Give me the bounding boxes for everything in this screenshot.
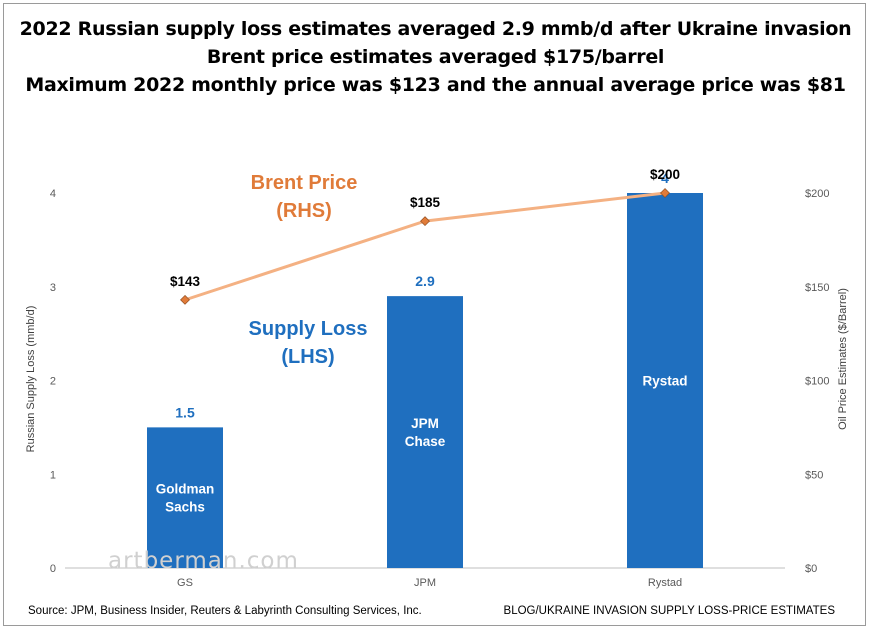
y-tick-label: 4: [50, 188, 56, 200]
x-tick-label: Rystad: [648, 577, 682, 589]
y2-axis-title: Oil Price Estimates ($/Barrel): [837, 288, 849, 430]
source-note: Source: JPM, Business Insider, Reuters &…: [28, 605, 422, 617]
price-value-label: $143: [170, 274, 201, 289]
y-tick-label: 0: [50, 563, 56, 575]
supply-annotation-line-2: (LHS): [281, 346, 334, 368]
x-tick-label: JPM: [414, 577, 436, 589]
bar-value-label: 4: [661, 170, 669, 186]
x-tick-label: GS: [177, 577, 193, 589]
price-value-label: $200: [650, 167, 680, 182]
y2-tick-label: $50: [805, 469, 823, 481]
bar-inner-label: Rystad: [642, 374, 687, 389]
price-marker: [420, 216, 430, 227]
y2-tick-label: $100: [805, 376, 829, 388]
chart-frame: [3, 3, 866, 626]
bar-value-label: 2.9: [415, 273, 435, 289]
y-axis-title: Russian Supply Loss (mmb/d): [25, 306, 37, 453]
supply-annotation-line-1: Supply Loss: [249, 318, 368, 340]
chart-title-line-2: Brent price estimates averaged $175/barr…: [206, 46, 665, 68]
bar-inner-label: Sachs: [165, 500, 205, 515]
y-tick-label: 1: [50, 469, 56, 481]
bar: [147, 427, 223, 568]
price-marker: [180, 294, 190, 305]
bar-inner-label: JPM: [411, 416, 439, 431]
price-annotation-line-2: (RHS): [276, 200, 332, 222]
y2-tick-label: $0: [805, 563, 817, 575]
y-tick-label: 2: [50, 376, 56, 388]
y2-tick-label: $150: [805, 282, 829, 294]
bar: [387, 296, 463, 568]
y-tick-label: 3: [50, 282, 56, 294]
bar-value-label: 1.5: [175, 404, 195, 420]
blog-note: BLOG/UKRAINE INVASION SUPPLY LOSS-PRICE …: [503, 605, 835, 617]
bar: [627, 193, 703, 568]
watermark: artberman.com: [108, 548, 299, 574]
chart-title-line-3: Maximum 2022 monthly price was $123 and …: [25, 74, 846, 96]
bar-inner-label: Goldman: [156, 482, 215, 497]
price-marker: [660, 188, 670, 198]
price-value-label: $185: [410, 195, 441, 210]
price-annotation-line-1: Brent Price: [251, 172, 358, 194]
y2-tick-label: $200: [805, 188, 829, 200]
bar-inner-label: Chase: [405, 434, 446, 449]
chart-title-line-1: 2022 Russian supply loss estimates avera…: [19, 18, 852, 40]
